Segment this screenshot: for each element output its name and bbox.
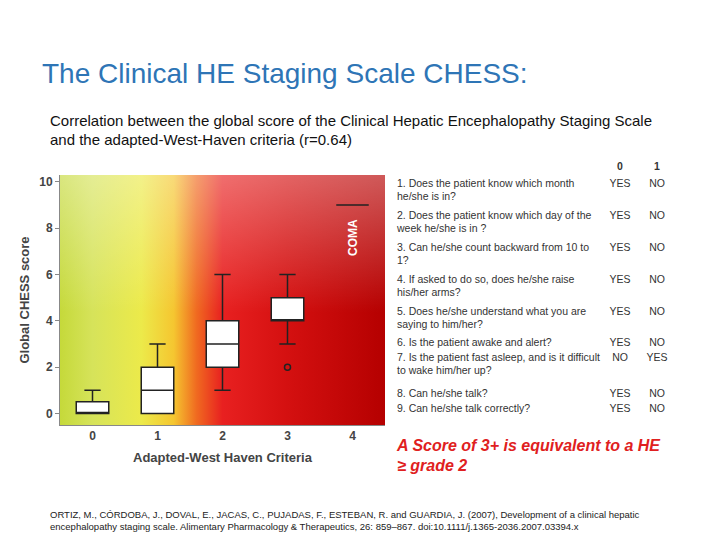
html-text:YES: YES — [609, 273, 631, 285]
html-text:YES: YES — [609, 336, 631, 348]
html-text:Correlation between the global: Correlation between the global score of … — [50, 112, 652, 148]
html-text:NO: NO — [649, 209, 665, 221]
html-text:1. Does the patient know which: 1. Does the patient know which month he/… — [397, 177, 575, 202]
html-text:ORTIZ, M., CÓRDOBA, J., DOVAL,: ORTIZ, M., CÓRDOBA, J., DOVAL, E., JACAS… — [50, 509, 640, 532]
html-text:NO: NO — [649, 177, 665, 189]
html-text:NO: NO — [649, 387, 665, 399]
svg-text:3: 3 — [284, 429, 291, 443]
html-text:YES: YES — [609, 305, 631, 317]
html-text:5. Does he/she understand what: 5. Does he/she understand what you are s… — [397, 305, 587, 330]
html-text:NO: NO — [649, 241, 665, 253]
html-text:YES: YES — [609, 209, 631, 221]
html-text:NO: NO — [612, 351, 628, 363]
html-text:4. If asked to do so, does he/: 4. If asked to do so, does he/she raise … — [397, 273, 575, 298]
svg-text:4: 4 — [46, 314, 53, 328]
html-text:YES: YES — [609, 402, 631, 414]
svg-text:6: 6 — [46, 268, 53, 282]
html-text:YES: YES — [609, 387, 631, 399]
svg-text:0: 0 — [46, 407, 53, 421]
html-text:7. Is the patient fast asleep,: 7. Is the patient fast asleep, and is it… — [397, 351, 600, 376]
html-text:The Clinical HE Staging Scale: The Clinical HE Staging Scale CHESS: — [42, 58, 528, 89]
html-text:NO: NO — [649, 336, 665, 348]
svg-text:0: 0 — [89, 429, 96, 443]
svg-text:1: 1 — [154, 429, 161, 443]
html-text:NO: NO — [649, 305, 665, 317]
html-text:YES: YES — [609, 241, 631, 253]
html-text:8. Can he/she talk?: 8. Can he/she talk? — [397, 387, 488, 399]
svg-text:Global CHESS score: Global CHESS score — [17, 236, 32, 363]
html-text:0: 0 — [617, 160, 623, 172]
html-text:NO: NO — [649, 273, 665, 285]
html-text:1: 1 — [654, 160, 660, 172]
html-text:NO: NO — [649, 402, 665, 414]
html-text:YES: YES — [646, 351, 668, 363]
svg-text:Adapted-West Haven Criteria: Adapted-West Haven Criteria — [133, 450, 313, 465]
html-text:6. Is the patient awake and al: 6. Is the patient awake and alert? — [397, 336, 552, 348]
svg-text:COMA: COMA — [346, 219, 360, 256]
html-text:2. Does the patient know which: 2. Does the patient know which day of th… — [397, 209, 592, 234]
svg-text:8: 8 — [46, 221, 53, 235]
svg-text:10: 10 — [39, 175, 53, 189]
html-text:3. Can he/she count backward f: 3. Can he/she count backward from 10 to … — [397, 241, 589, 266]
html-text:A Score of 3+ is equivalent to: A Score of 3+ is equivalent to a HE ≥ gr… — [397, 437, 660, 474]
html-text:YES: YES — [609, 177, 631, 189]
svg-text:2: 2 — [46, 360, 53, 374]
svg-text:2: 2 — [219, 429, 226, 443]
html-text:9. Can he/she talk correctly?: 9. Can he/she talk correctly? — [397, 402, 531, 414]
svg-text:4: 4 — [349, 429, 356, 443]
